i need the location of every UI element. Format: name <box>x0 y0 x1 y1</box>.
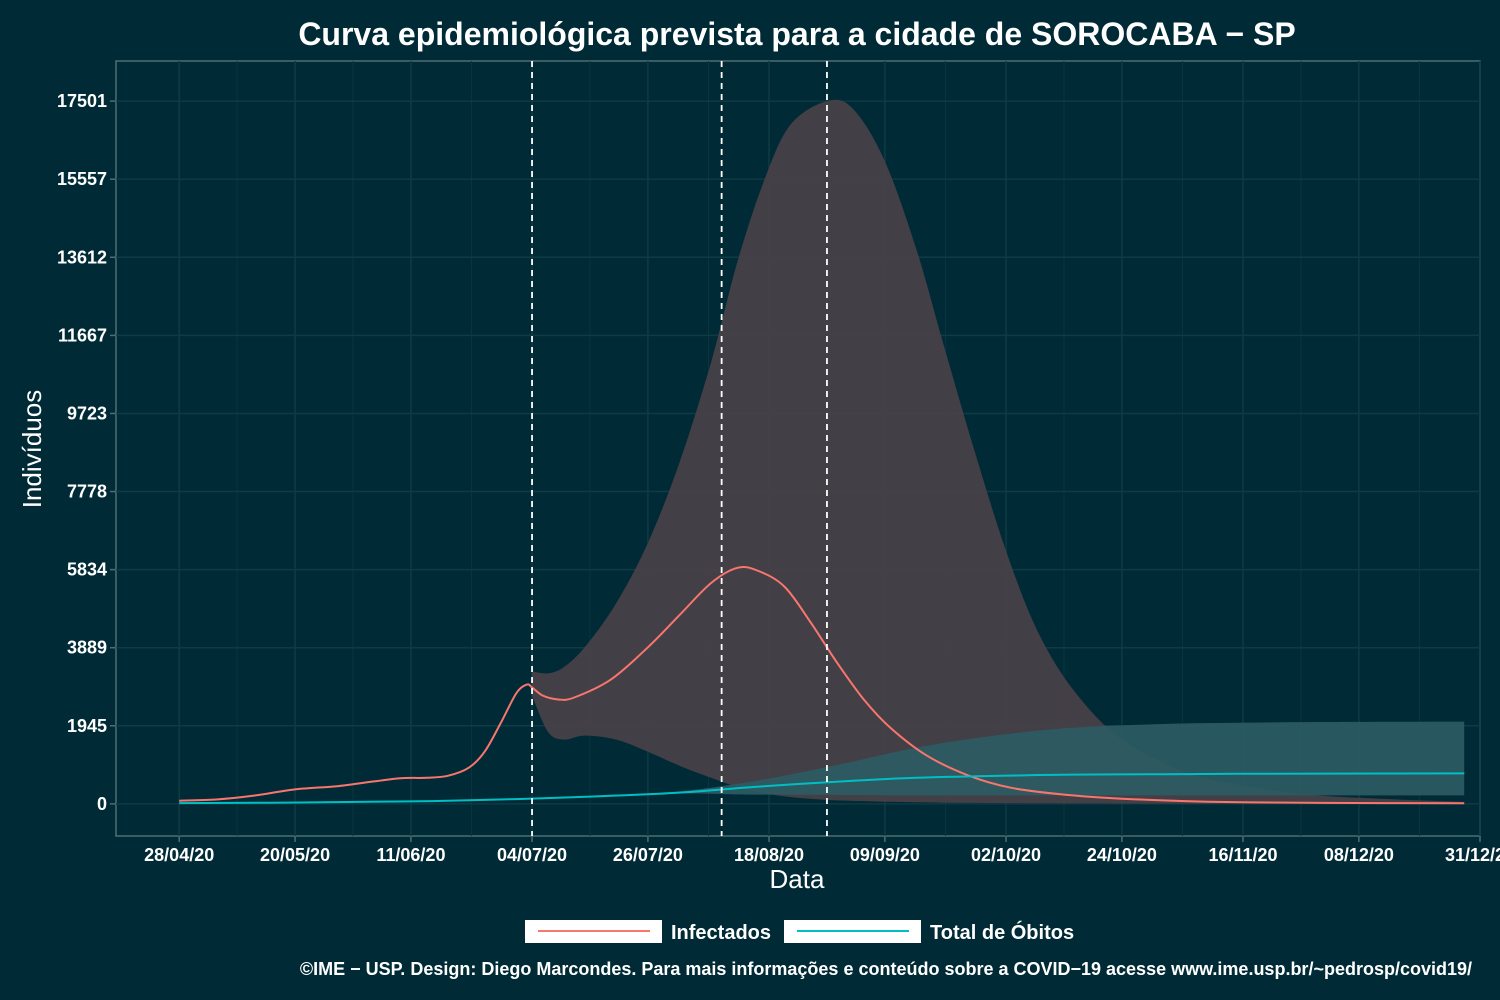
x-tick-label: 31/12/20 <box>1445 845 1500 865</box>
series-lines <box>179 566 1465 805</box>
legend: Infectados Total de Óbitos <box>525 920 1074 944</box>
x-tick-label: 26/07/20 <box>613 845 683 865</box>
series-line-infectados <box>179 566 1465 805</box>
y-tick-label: 3889 <box>67 638 107 658</box>
y-tick-label: 11667 <box>58 325 107 345</box>
x-tick-label: 04/07/20 <box>497 845 567 865</box>
y-tick-label: 0 <box>97 794 107 814</box>
x-axis-label: Data <box>770 864 825 894</box>
caption: ©IME − USP. Design: Diego Marcondes. Par… <box>300 959 1472 979</box>
legend-label-obitos: Total de Óbitos <box>930 920 1074 944</box>
x-tick-label: 08/12/20 <box>1324 845 1394 865</box>
y-tick-label: 1945 <box>67 716 107 736</box>
y-tick-label: 7778 <box>67 482 107 502</box>
x-tick-label: 02/10/20 <box>971 845 1041 865</box>
y-tick-label: 9723 <box>67 403 107 423</box>
y-axis-label: Indivíduos <box>17 390 47 509</box>
x-tick-label: 28/04/20 <box>144 845 214 865</box>
confidence-bands <box>516 99 1465 804</box>
y-tick-label: 17501 <box>57 91 107 111</box>
y-tick-label: 15557 <box>57 169 107 189</box>
y-tick-label: 13612 <box>57 247 107 267</box>
series-line-total-de-obitos <box>179 772 1465 805</box>
chart-title: Curva epidemiológica prevista para a cid… <box>298 16 1295 52</box>
y-tick-label: 5834 <box>67 560 107 580</box>
x-tick-label: 09/09/20 <box>850 845 920 865</box>
x-tick-label: 20/05/20 <box>260 845 330 865</box>
x-tick-label: 18/08/20 <box>734 845 804 865</box>
legend-label-infectados: Infectados <box>671 922 771 944</box>
y-axis-ticks: 0 1945 3889 5834 7778 9723 11667 13612 15557 1750… <box>57 91 116 814</box>
reference-lines <box>531 61 828 836</box>
x-tick-label: 11/06/20 <box>376 845 445 865</box>
ribbon-total-de-obitos <box>516 721 1465 800</box>
x-tick-label: 16/11/20 <box>1208 845 1277 865</box>
x-tick-label: 24/10/20 <box>1087 845 1157 865</box>
x-axis-ticks: 28/04/20 20/05/20 11/06/20 04/07/20 26/07/20… <box>144 836 1500 865</box>
ribbon-infectados <box>532 99 1465 804</box>
